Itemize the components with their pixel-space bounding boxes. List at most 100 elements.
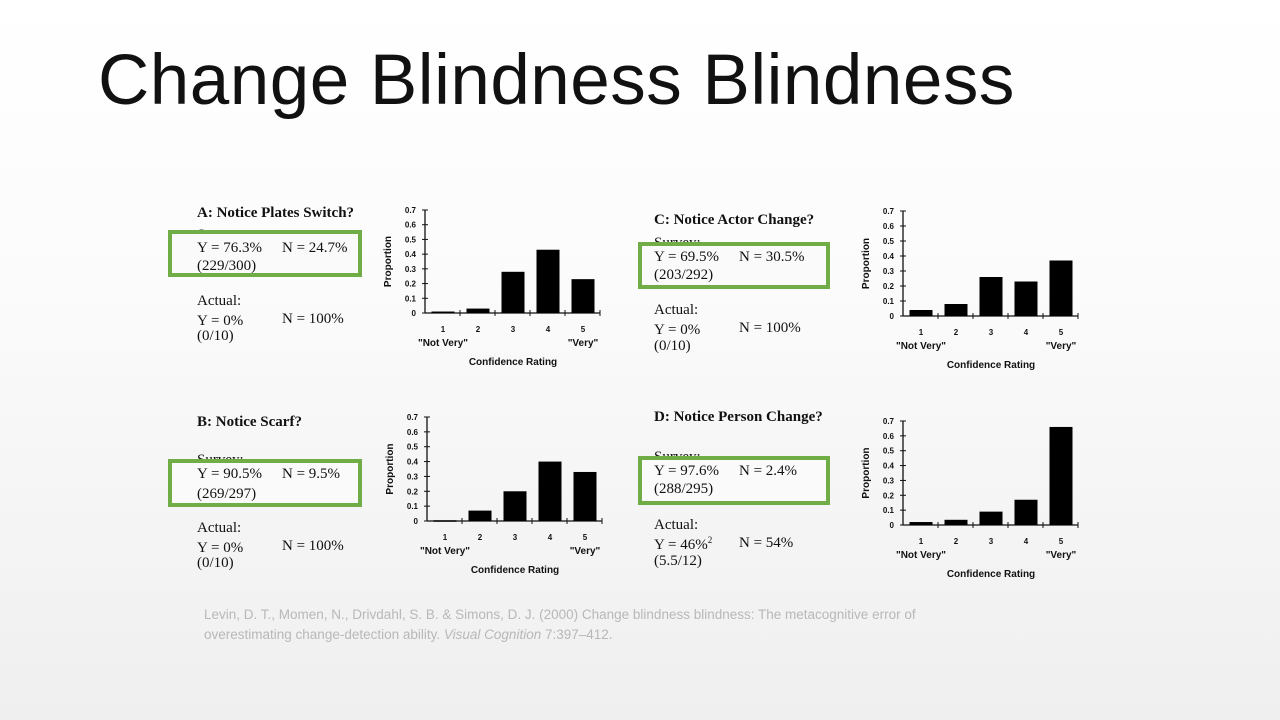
x-tick-label: 3 [513, 533, 518, 542]
y-tick-label: 0.7 [883, 417, 895, 426]
high-anchor-label: "Very" [1046, 341, 1077, 352]
bar-5 [1049, 260, 1073, 316]
x-tick-label: 4 [548, 533, 553, 542]
footnote-mark: 2 [707, 535, 713, 545]
y-tick-label: 0.7 [883, 207, 895, 216]
y-tick-label: 0.3 [883, 476, 895, 485]
actual-count: (0/10) [197, 328, 234, 344]
high-anchor-label: "Very" [568, 338, 599, 349]
panel-title: C: Notice Actor Change? [654, 212, 815, 228]
bar-chart-b: 0 0.1 0.2 0.3 0.4 0.5 0.6 0.7 Proportion 1 2 3 4 5 "No… [385, 413, 603, 576]
y-tick-label: 0.2 [883, 491, 895, 500]
y-axis-label: Proportion [385, 443, 396, 494]
x-tick-label: 2 [476, 325, 481, 334]
survey-yes: Y = 76.3% [197, 240, 262, 256]
citation-line2: overestimating change-detection ability. [204, 627, 444, 642]
actual-no: N = 100% [282, 538, 344, 554]
x-tick-label: 3 [511, 325, 516, 334]
actual-label: Actual: [197, 293, 242, 309]
slide-title: Change Blindness Blindness [98, 41, 1015, 120]
survey-count: (229/300) [197, 258, 257, 274]
bar-chart-d: 0 0.1 0.2 0.3 0.4 0.5 0.6 0.7 Proportion 1 2 3 4 5 "No… [861, 417, 1079, 580]
x-tick-label: 1 [441, 325, 446, 334]
actual-count: (5.5/12) [654, 553, 702, 569]
y-tick-label: 0.3 [405, 265, 417, 274]
x-tick-label: 5 [1059, 328, 1064, 337]
y-axis-label: Proportion [861, 447, 872, 498]
survey-no: N = 9.5% [282, 466, 341, 482]
x-tick-label: 4 [1024, 537, 1029, 546]
y-tick-label: 0.4 [407, 458, 419, 467]
bar-4 [1014, 499, 1038, 525]
highlight-box [638, 242, 830, 289]
actual-yes: Y = 46% [654, 537, 708, 553]
y-axis-label: Proportion [383, 236, 394, 287]
x-tick-label: 1 [919, 537, 924, 546]
actual-yes: Y = 0% [197, 540, 244, 556]
x-axis-label: Confidence Rating [471, 565, 559, 576]
bar-2 [468, 510, 492, 521]
panel-title: D: Notice Person Change? [654, 409, 823, 425]
bar-3 [979, 511, 1003, 525]
bar-4 [538, 461, 562, 521]
bar-4 [536, 249, 560, 313]
y-tick-label: 0 [414, 517, 419, 526]
citation-line1: Levin, D. T., Momen, N., Drivdahl, S. B.… [204, 607, 916, 622]
y-tick-label: 0.2 [405, 280, 417, 289]
bar-1 [909, 522, 933, 525]
y-tick-label: 0.2 [883, 282, 895, 291]
y-tick-label: 0.5 [883, 447, 895, 456]
survey-yes: Y = 97.6% [654, 463, 719, 479]
y-tick-label: 0 [412, 309, 417, 318]
bar-1 [431, 311, 455, 314]
x-axis-label: Confidence Rating [947, 569, 1035, 580]
x-tick-label: 5 [1059, 537, 1064, 546]
y-axis-label: Proportion [861, 238, 872, 289]
citation-journal: Visual Cognition [443, 627, 542, 642]
y-tick-label: 0.3 [883, 267, 895, 276]
bar-3 [979, 277, 1003, 316]
actual-label: Actual: [654, 302, 699, 318]
low-anchor-label: "Not Very" [418, 338, 468, 349]
x-tick-label: 4 [546, 325, 551, 334]
bar-chart-a: 0 0.1 0.2 0.3 0.4 0.5 0.6 0.7 Proportion 1 2 3 4 5 "No… [383, 206, 601, 368]
high-anchor-label: "Very" [570, 546, 601, 557]
y-tick-label: 0.6 [883, 222, 895, 231]
panel-title: B: Notice Scarf? [197, 414, 302, 430]
y-tick-label: 0.6 [407, 428, 419, 437]
y-tick-label: 0 [890, 521, 895, 530]
survey-no: N = 2.4% [739, 463, 798, 479]
y-tick-label: 0.6 [405, 221, 417, 230]
highlight-box [638, 456, 830, 505]
bar-1 [909, 310, 933, 316]
bar-4 [1014, 281, 1038, 316]
actual-label: Actual: [654, 517, 699, 533]
y-tick-label: 0.1 [883, 506, 895, 515]
citation: Levin, D. T., Momen, N., Drivdahl, S. B.… [204, 605, 1004, 645]
survey-count: (203/292) [654, 267, 714, 283]
bar-3 [501, 271, 525, 313]
x-tick-label: 5 [583, 533, 588, 542]
x-axis-label: Confidence Rating [469, 357, 557, 368]
bar-5 [571, 279, 595, 313]
actual-label: Actual: [197, 520, 242, 536]
y-tick-label: 0.5 [407, 443, 419, 452]
actual-yes: Y = 0% [197, 313, 244, 329]
actual-count: (0/10) [654, 338, 691, 354]
actual-count: (0/10) [197, 555, 234, 571]
survey-count: (269/297) [197, 486, 257, 502]
actual-yes: Y = 0% [654, 322, 701, 338]
actual-no: N = 100% [282, 311, 344, 327]
bar-2 [944, 304, 968, 316]
y-tick-label: 0.6 [883, 432, 895, 441]
bar-3 [503, 491, 527, 521]
low-anchor-label: "Not Very" [896, 550, 946, 561]
survey-no: N = 30.5% [739, 249, 805, 265]
y-tick-label: 0.4 [883, 462, 895, 471]
bar-5 [1049, 426, 1073, 525]
low-anchor-label: "Not Very" [896, 341, 946, 352]
y-tick-label: 0.1 [883, 297, 895, 306]
high-anchor-label: "Very" [1046, 550, 1077, 561]
survey-yes: Y = 90.5% [197, 466, 262, 482]
y-tick-label: 0.5 [883, 237, 895, 246]
